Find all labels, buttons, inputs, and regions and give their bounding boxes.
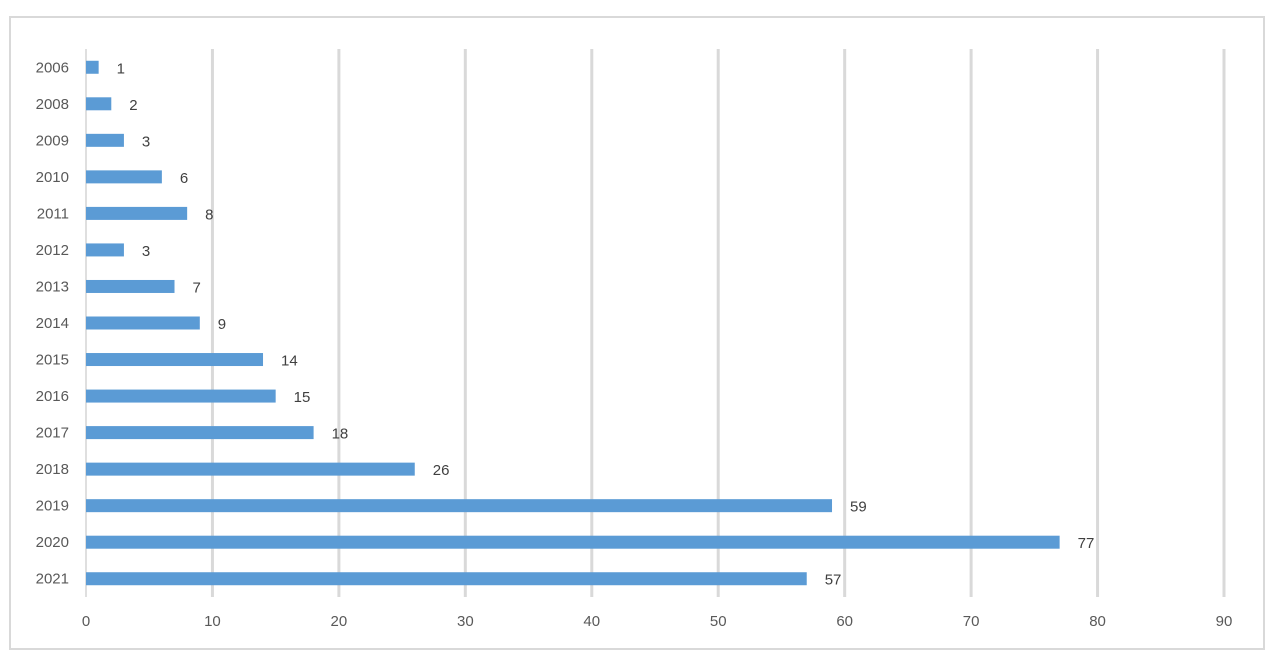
y-tick-label-2012: 2012: [36, 242, 69, 259]
data-label-2006: 1: [117, 60, 125, 77]
data-label-2018: 26: [433, 462, 450, 479]
bar-2019: [86, 499, 833, 513]
data-label-2019: 59: [850, 499, 867, 516]
data-label-2015: 14: [281, 353, 298, 370]
bar-2021: [86, 572, 807, 586]
x-tick-label-80: 80: [1089, 613, 1106, 630]
data-label-2014: 9: [218, 316, 226, 333]
y-tick-label-2008: 2008: [36, 96, 69, 113]
y-tick-label-2019: 2019: [36, 498, 69, 515]
data-label-2017: 18: [332, 426, 349, 443]
y-tick-label-2020: 2020: [36, 534, 69, 551]
bar-2018: [86, 462, 415, 476]
x-tick-label-60: 60: [836, 613, 853, 630]
bar-2008: [86, 97, 112, 111]
y-tick-label-2014: 2014: [36, 315, 69, 332]
data-label-2009: 3: [142, 133, 150, 150]
bar-2006: [86, 60, 99, 74]
bar-2012: [86, 243, 124, 257]
x-tick-label-30: 30: [457, 613, 474, 630]
x-tick-label-50: 50: [710, 613, 727, 630]
y-tick-label-2018: 2018: [36, 461, 69, 478]
x-axis-labels: 0 10 20 30 40 50 60 70 80 90: [82, 613, 1233, 630]
x-tick-label-0: 0: [82, 613, 90, 630]
x-tick-label-20: 20: [331, 613, 348, 630]
bars: [86, 60, 1060, 586]
x-tick-label-40: 40: [583, 613, 600, 630]
data-label-2020: 77: [1078, 535, 1095, 552]
bar-2015: [86, 353, 264, 367]
data-label-2012: 3: [142, 243, 150, 260]
bar-2010: [86, 170, 162, 184]
x-tick-label-90: 90: [1216, 613, 1233, 630]
x-tick-label-10: 10: [204, 613, 221, 630]
y-tick-label-2006: 2006: [36, 59, 69, 76]
data-label-2011: 8: [205, 206, 213, 223]
gridlines: [85, 49, 1226, 597]
y-tick-label-2015: 2015: [36, 352, 69, 369]
bar-2009: [86, 133, 124, 147]
bar-2017: [86, 426, 314, 440]
bar-2013: [86, 279, 175, 293]
data-label-2016: 15: [294, 389, 311, 406]
data-label-2008: 2: [129, 97, 137, 114]
bar-2011: [86, 206, 188, 220]
bar-2014: [86, 316, 200, 330]
data-label-2013: 7: [193, 279, 201, 296]
y-tick-label-2009: 2009: [36, 132, 69, 149]
y-tick-label-2013: 2013: [36, 278, 69, 295]
y-tick-label-2016: 2016: [36, 388, 69, 405]
bar-2020: [86, 535, 1060, 549]
data-label-2021: 57: [825, 572, 842, 589]
y-axis-labels: 2006 2008 2009 2010 2011 2012 2013 2014 2015 2016…: [36, 59, 69, 587]
y-tick-label-2021: 2021: [36, 571, 69, 588]
data-label-2010: 6: [180, 170, 188, 187]
y-tick-label-2011: 2011: [37, 205, 69, 222]
y-tick-label-2017: 2017: [36, 425, 69, 442]
bar-2016: [86, 389, 276, 403]
data-labels: 1 2 3 6 8 3 7 9 14 15 18 26 59 77 57: [117, 60, 1095, 588]
y-tick-label-2010: 2010: [36, 169, 69, 186]
x-tick-label-70: 70: [963, 613, 980, 630]
